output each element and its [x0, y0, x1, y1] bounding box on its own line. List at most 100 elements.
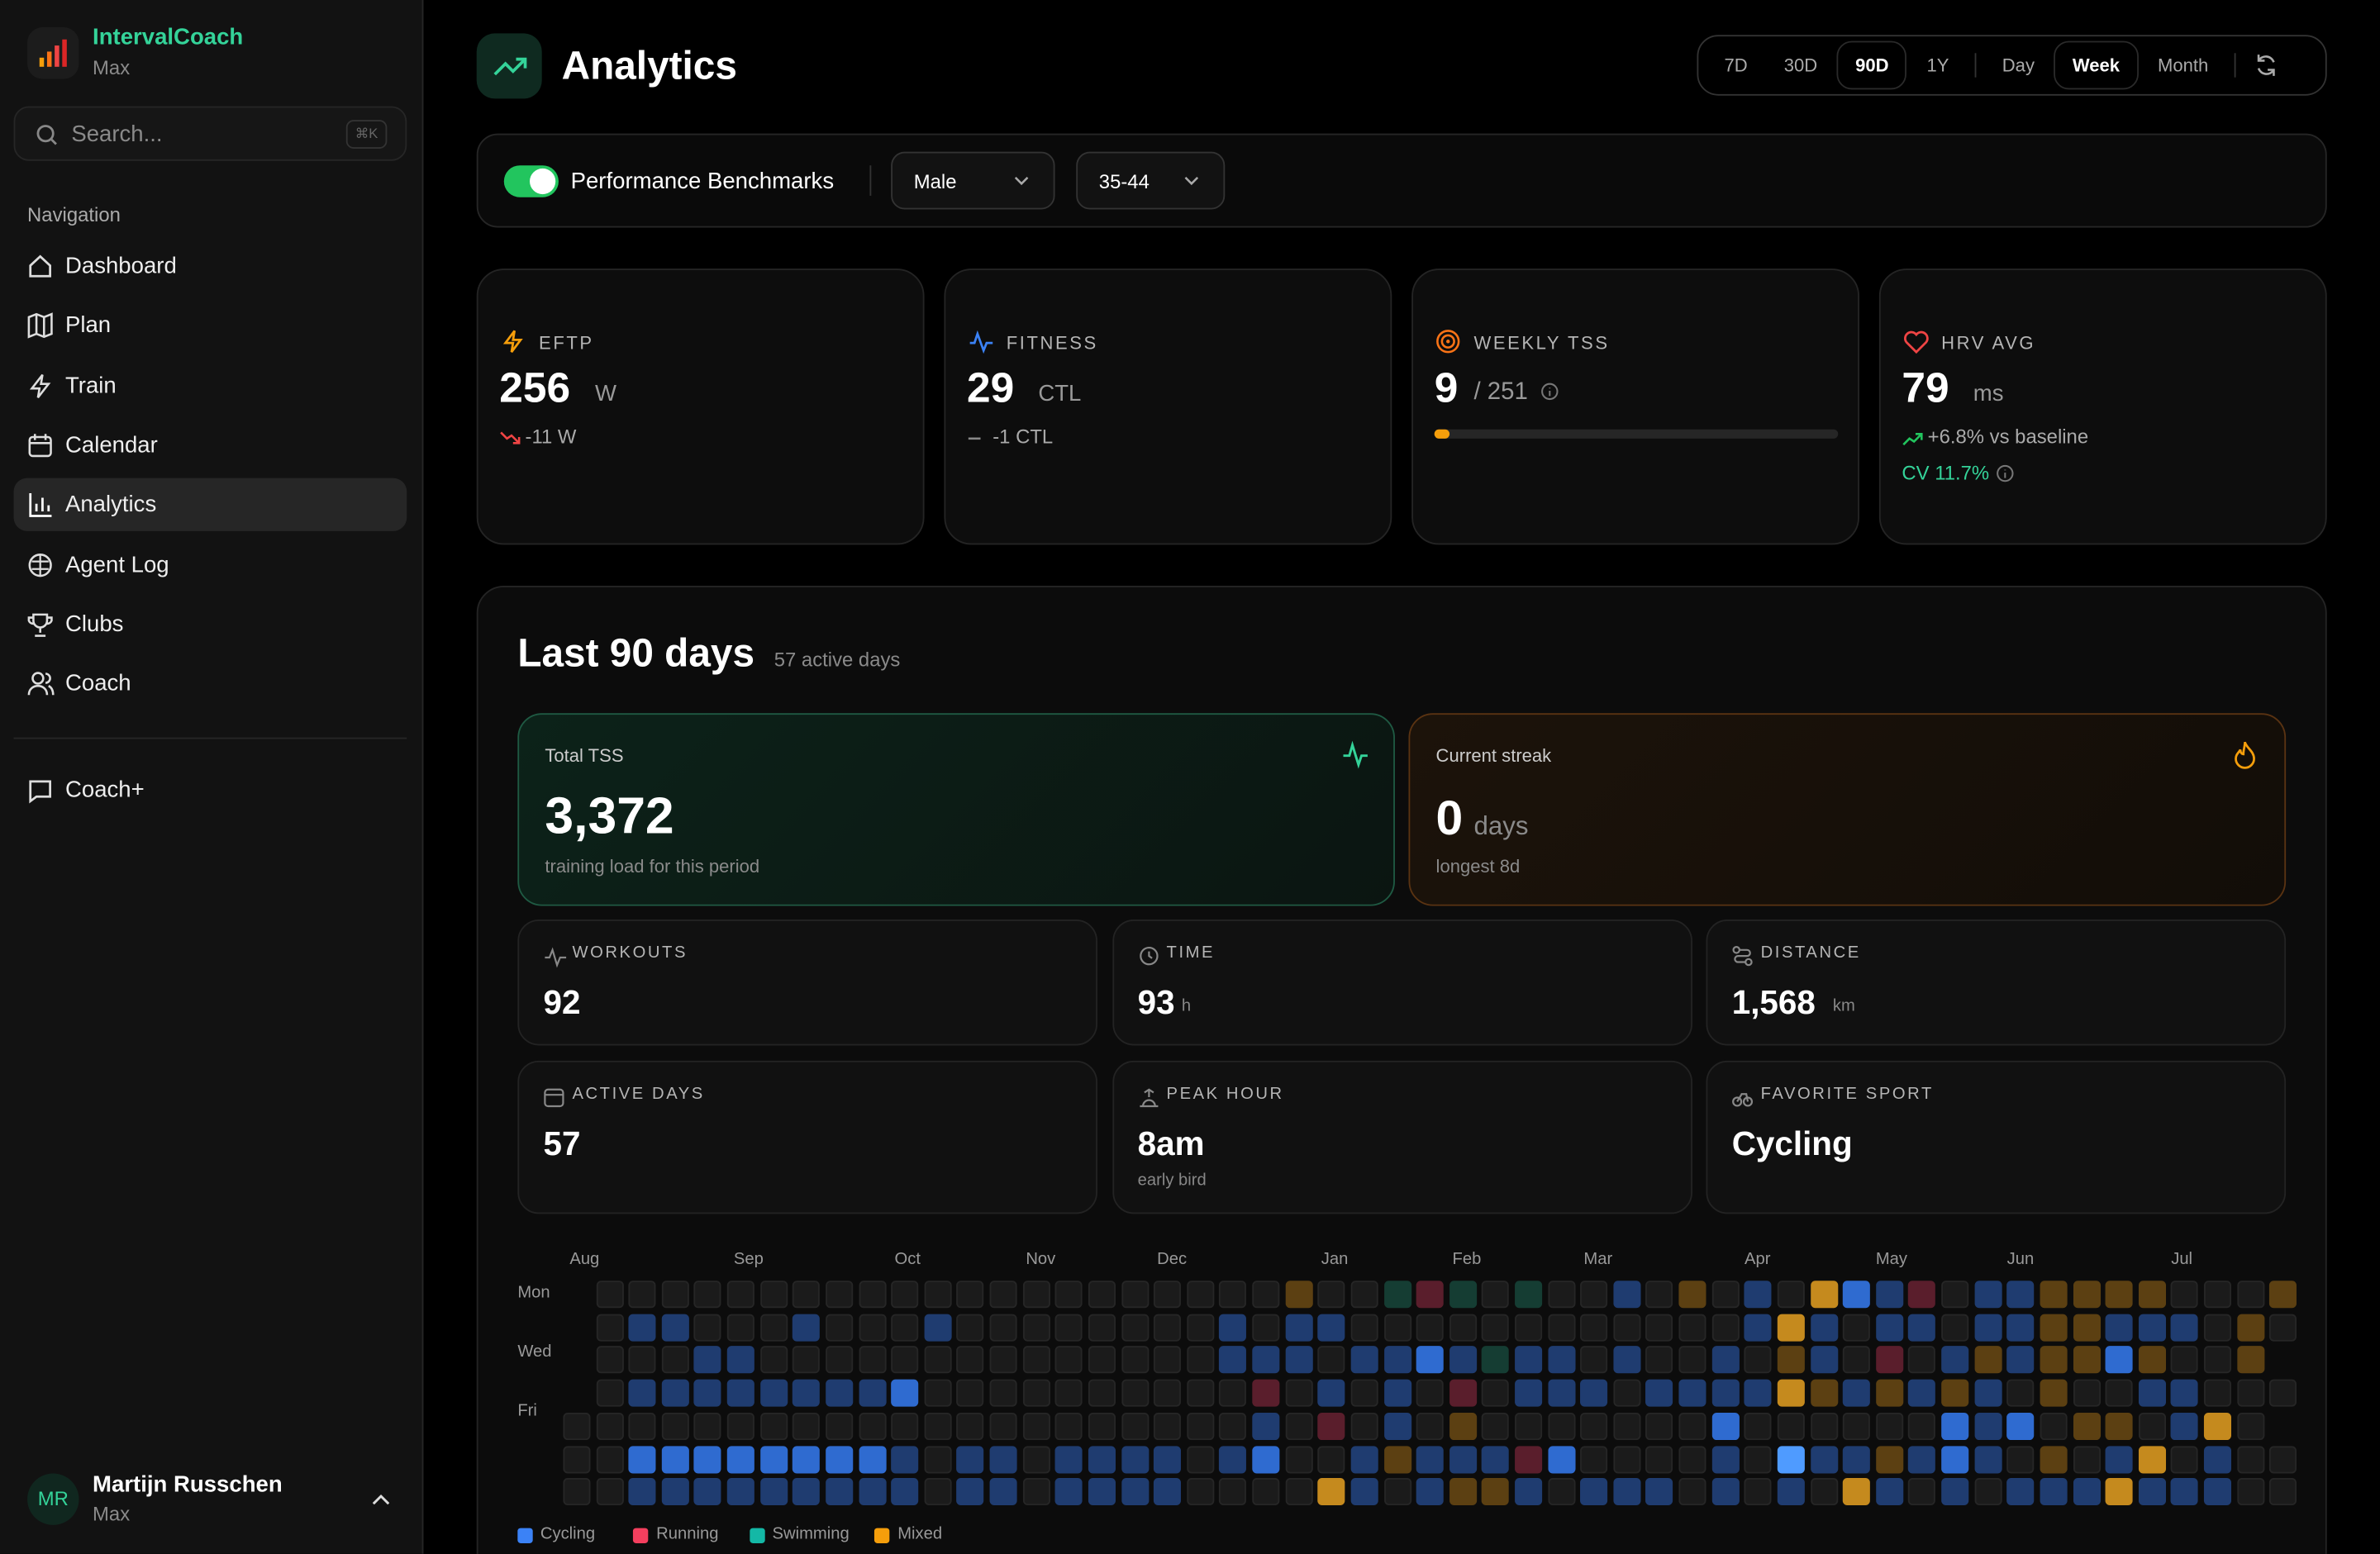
- heatmap-cell: [2203, 1478, 2232, 1506]
- heatmap-cell: [628, 1445, 656, 1473]
- heatmap-cell: [1285, 1281, 1313, 1309]
- heatmap-cell: [1580, 1281, 1608, 1309]
- metric-icon-svg: [502, 330, 523, 353]
- stat-icon-svg: [1139, 946, 1158, 966]
- user-workspace: Max: [93, 1502, 131, 1525]
- heatmap-cell: [1810, 1478, 1838, 1506]
- range-button[interactable]: 1Y: [1926, 55, 1949, 76]
- heatmap-cell: [891, 1412, 919, 1440]
- heatmap-cell: [1317, 1314, 1345, 1342]
- nav-icon: [27, 373, 53, 398]
- heatmap-cell: [1678, 1379, 1706, 1407]
- metric-card: HRV AVG 79 ms +6.8% vs baseline CV 11.7%: [1878, 269, 2327, 545]
- heatmap-cell: [1317, 1412, 1345, 1440]
- total-tss-card: Total TSS 3,372 training load for this p…: [517, 713, 1395, 906]
- range-button[interactable]: 7D: [1724, 55, 1748, 76]
- nav-item[interactable]: Train: [14, 359, 407, 412]
- heatmap-cell: [891, 1281, 919, 1309]
- benchmark-toggle[interactable]: [503, 165, 559, 197]
- heatmap-cell: [1055, 1379, 1083, 1407]
- range-button[interactable]: Week: [2054, 40, 2139, 90]
- heatmap-cell: [2171, 1412, 2199, 1440]
- benchmark-label: Performance Benchmarks: [570, 168, 835, 195]
- heatmap-cell: [1482, 1445, 1510, 1473]
- heatmap-cell: [1219, 1445, 1247, 1473]
- heatmap-cell: [891, 1478, 919, 1506]
- heatmap-cell: [1350, 1346, 1378, 1374]
- heatmap-cell: [2171, 1445, 2199, 1473]
- heatmap-cell: [1645, 1478, 1673, 1506]
- heatmap-cell: [858, 1314, 886, 1342]
- stat-value: 92: [543, 983, 581, 1022]
- chevron: [1184, 176, 1199, 186]
- heatmap-cell: [2105, 1379, 2133, 1407]
- stat-label: TIME: [1166, 943, 1216, 962]
- heatmap-cell: [1285, 1445, 1313, 1473]
- heatmap-cell: [1121, 1346, 1149, 1374]
- nav-item[interactable]: Calendar: [14, 419, 407, 472]
- range-button[interactable]: Month: [2158, 55, 2209, 76]
- heatmap-cell: [1449, 1346, 1477, 1374]
- heatmap-cell: [2040, 1314, 2068, 1342]
- nav-item[interactable]: Plan: [14, 299, 407, 352]
- heatmap-cell: [2073, 1314, 2101, 1342]
- heatmap-cell: [1154, 1445, 1182, 1473]
- heatmap-cell: [563, 1478, 591, 1506]
- heatmap-cell: [1875, 1281, 1903, 1309]
- heatmap-cell: [1580, 1314, 1608, 1342]
- heatmap-cell: [1416, 1281, 1444, 1309]
- range-button[interactable]: 30D: [1783, 55, 1818, 76]
- heatmap-cell: [1449, 1379, 1477, 1407]
- heatmap-cell: [1941, 1314, 1969, 1342]
- heatmap-cell: [1022, 1445, 1050, 1473]
- heatmap-cell: [989, 1445, 1017, 1473]
- heatmap-cell: [694, 1314, 722, 1342]
- nav-item[interactable]: Clubs: [14, 597, 407, 650]
- heatmap-cell: [1022, 1412, 1050, 1440]
- search-box[interactable]: Search... ⌘K: [13, 106, 407, 161]
- heatmap-cell: [826, 1346, 854, 1374]
- heatmap-cell: [1350, 1281, 1378, 1309]
- nav-item[interactable]: Dashboard: [14, 240, 407, 292]
- separator: [869, 165, 872, 196]
- heatmap-cell: [1449, 1445, 1477, 1473]
- heatmap-cell: [1580, 1379, 1608, 1407]
- heatmap-cell: [956, 1478, 985, 1506]
- nav-item[interactable]: Analytics: [13, 478, 407, 532]
- heatmap-cell: [793, 1379, 821, 1407]
- nav-item[interactable]: Agent Log: [14, 538, 407, 591]
- heatmap-cell: [1219, 1412, 1247, 1440]
- range-button[interactable]: Day: [2002, 55, 2035, 76]
- heatmap-cell: [2040, 1281, 2068, 1309]
- sex-select[interactable]: Male: [891, 151, 1055, 210]
- heatmap-cell: [596, 1445, 624, 1473]
- age-select[interactable]: 35-44: [1076, 151, 1226, 210]
- heatmap-cell: [1744, 1346, 1773, 1374]
- heatmap-cell: [2073, 1478, 2101, 1506]
- heatmap-cell: [1022, 1478, 1050, 1506]
- total-label: Total TSS: [545, 744, 624, 767]
- heatmap-cell: [2006, 1445, 2035, 1473]
- stat-value: 1,568: [1731, 983, 1816, 1022]
- heatmap-cell: [1777, 1412, 1805, 1440]
- heatmap-cell: [694, 1412, 722, 1440]
- heatmap-cell: [1973, 1445, 2002, 1473]
- total-value: 3,372: [545, 787, 674, 846]
- heatmap-cell: [1416, 1478, 1444, 1506]
- nav-item[interactable]: Coach: [14, 657, 407, 710]
- range-button[interactable]: 90D: [1837, 40, 1907, 90]
- heatmap-cell: [1744, 1314, 1773, 1342]
- legend-swatch: [517, 1528, 533, 1543]
- heatmap-cell: [1843, 1314, 1871, 1342]
- nav-icon: [27, 312, 53, 340]
- heatmap-cell: [1088, 1281, 1116, 1309]
- refresh-button[interactable]: [2244, 42, 2284, 88]
- heatmap-cell: [858, 1346, 886, 1374]
- range-selector: 7D 30D 90D 1Y Day Week Month: [1697, 35, 2327, 96]
- heatmap-cell: [2073, 1445, 2101, 1473]
- heatmap-cell: [1055, 1445, 1083, 1473]
- coach-plus[interactable]: Coach+: [64, 777, 145, 803]
- user-menu-toggle[interactable]: [372, 1493, 390, 1508]
- heatmap-cell: [1350, 1445, 1378, 1473]
- nav-heading: Navigation: [27, 203, 121, 226]
